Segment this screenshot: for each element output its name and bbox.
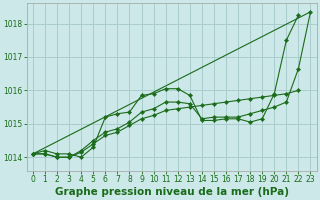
X-axis label: Graphe pression niveau de la mer (hPa): Graphe pression niveau de la mer (hPa) xyxy=(55,187,289,197)
